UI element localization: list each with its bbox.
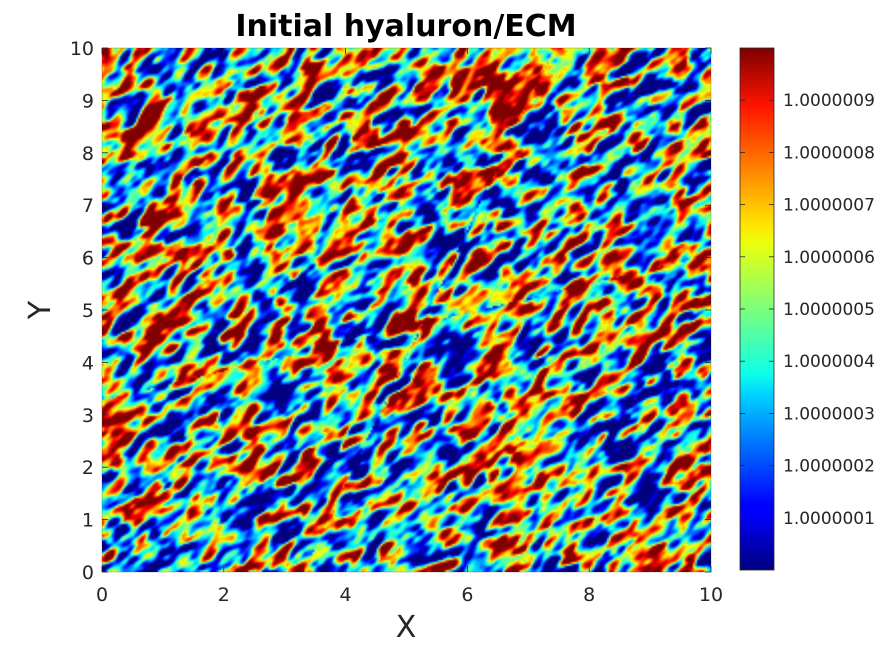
colorbar-tick-label: 1.0000003 <box>783 404 875 424</box>
colorbar-tick-label: 1.0000008 <box>783 143 875 163</box>
colorbar-tick-label: 1.0000006 <box>783 248 875 268</box>
chart-title: Initial hyaluron/ECM <box>235 9 576 44</box>
x-axis-ticks: 0 2 4 6 8 10 <box>96 48 723 606</box>
colorbar-tick-label: 1.0000001 <box>783 509 875 529</box>
heatmap-plot-area <box>102 48 711 572</box>
colorbar-tick-label: 1.0000007 <box>783 196 875 216</box>
y-tick-label: 7 <box>82 195 94 217</box>
colorbar-tick-label: 1.0000002 <box>783 457 875 477</box>
x-tick-label: 8 <box>583 584 595 606</box>
y-tick-label: 4 <box>82 352 94 374</box>
y-axis-label: Y <box>23 300 58 320</box>
colorbar <box>739 47 775 571</box>
y-tick-label: 6 <box>82 248 94 270</box>
heatmap-field <box>102 48 711 572</box>
x-axis-label: X <box>396 610 417 645</box>
y-tick-label: 3 <box>82 405 94 427</box>
y-tick-label: 9 <box>82 90 94 112</box>
colorbar-tick-label: 1.0000009 <box>783 91 875 111</box>
x-tick-label: 0 <box>96 584 108 606</box>
colorbar-tick-label: 1.0000004 <box>783 352 875 372</box>
x-tick-label: 6 <box>461 584 473 606</box>
x-tick-label: 2 <box>218 584 230 606</box>
colorbar-ticks: 1.0000001 1.0000002 1.0000003 1.0000004 1.00… <box>740 91 875 529</box>
y-tick-label: 8 <box>82 143 94 165</box>
y-tick-label: 2 <box>82 457 94 479</box>
y-tick-label: 5 <box>82 300 94 322</box>
x-tick-label: 4 <box>340 584 352 606</box>
colorbar-tick-label: 1.0000005 <box>783 300 875 320</box>
y-axis-ticks: 0 1 2 3 4 5 6 7 8 9 10 <box>70 38 711 584</box>
y-tick-label: 0 <box>82 562 94 584</box>
x-tick-label: 10 <box>699 584 723 606</box>
y-tick-label: 1 <box>82 510 94 532</box>
y-tick-label: 10 <box>70 38 94 60</box>
